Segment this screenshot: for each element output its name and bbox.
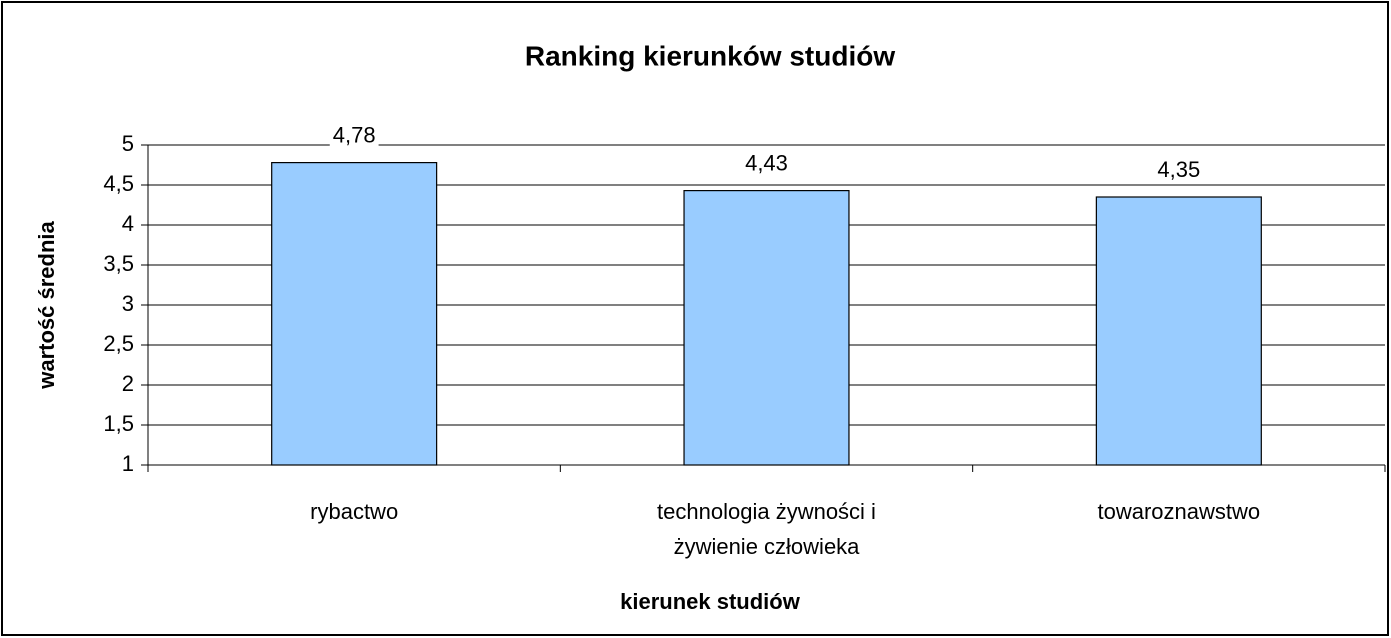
x-tick-line: rybactwo <box>310 499 398 524</box>
x-tick-line: żywienie człowieka <box>674 534 861 559</box>
value-label: 4,78 <box>333 122 376 147</box>
y-tick-label: 2,5 <box>103 331 134 356</box>
bar <box>683 190 850 466</box>
y-tick-label: 5 <box>122 131 134 156</box>
y-tick-label: 3 <box>122 291 134 316</box>
value-label: 4,43 <box>745 150 788 175</box>
value-label-bg <box>329 122 379 148</box>
y-axis-label: wartość średnia <box>34 220 59 389</box>
value-label-bg <box>1154 156 1204 182</box>
chart-title: Ranking kierunków studiów <box>525 40 895 71</box>
x-tick-line: technologia żywności i <box>657 499 876 524</box>
y-tick-label: 1 <box>122 451 134 476</box>
bar <box>1095 196 1262 466</box>
value-label-bg <box>742 150 791 176</box>
y-tick-label: 2 <box>122 371 134 396</box>
y-tick-label: 1,5 <box>103 411 134 436</box>
x-tick-label: towaroznawstwo <box>1098 499 1261 524</box>
x-tick-line: towaroznawstwo <box>1098 499 1261 524</box>
value-label: 4,35 <box>1157 157 1200 182</box>
x-axis-label: kierunek studiów <box>620 589 801 614</box>
y-tick-label: 4,5 <box>103 171 134 196</box>
y-tick-label: 3,5 <box>103 251 134 276</box>
x-tick-label: technologia żywności i żywienie człowieka <box>657 499 876 559</box>
y-tick-label: 4 <box>122 211 134 236</box>
x-tick-label: rybactwo <box>310 499 398 524</box>
bar <box>271 162 438 466</box>
